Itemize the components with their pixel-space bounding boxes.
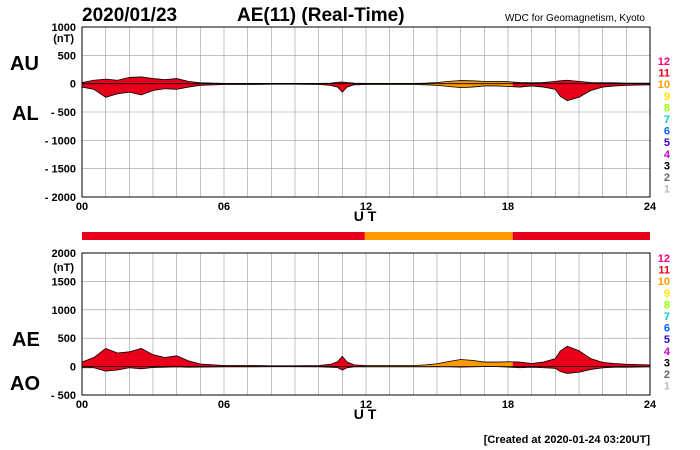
bottom-unit-label: (nT) [53,262,74,274]
x-tick-label: 24 [644,201,657,213]
x-tick-label: 18 [502,399,514,411]
legend-count-label: 7 [664,114,670,126]
x-tick-label: 18 [502,201,514,213]
legend-count-label: 3 [664,357,670,369]
al-label: AL [12,103,39,125]
area-segment [82,348,365,372]
au-label: AU [10,53,39,75]
coverage-segment [512,232,650,240]
y-tick-label: 0 [70,362,76,374]
legend-count-label: 5 [664,137,670,149]
al-series-line [81,83,651,102]
date-label: 2020/01/23 [82,5,177,26]
plot-frame [81,252,651,396]
ao-label: AO [10,373,40,395]
station-coverage-bar [82,232,650,240]
legend-count-label: 10 [658,276,670,288]
source-label: WDC for Geomagnetism, Kyoto [505,13,645,24]
legend-count-label: 8 [664,102,670,114]
x-tick-label: 06 [218,399,230,411]
legend-count-label: 5 [664,334,670,346]
top-unit-label: (nT) [53,33,74,45]
legend-count-label: 6 [664,126,670,138]
y-tick-label: 500 [58,50,76,62]
area-segment [364,359,513,368]
legend-count-label: 11 [658,265,670,277]
chart-title: AE(11) (Real-Time) [237,5,405,26]
bottom-x-axis-title: U T [354,406,377,422]
ae-label: AE [12,329,40,351]
ae-series-line [81,345,651,367]
legend-count-label: 11 [658,68,670,80]
legend-count-label: 7 [664,311,670,323]
legend-count-label: 4 [664,346,671,358]
y-tick-label: - 2000 [45,192,76,204]
legend-count-label: 1 [664,184,670,196]
y-tick-label: - 1000 [45,135,76,147]
y-tick-label: 0 [70,79,76,91]
legend-count-label: 3 [664,160,670,172]
y-tick-label: 1000 [52,305,76,317]
coverage-segment [82,232,365,240]
legend-count-label: 2 [664,172,670,184]
legend-count-label: 4 [664,149,671,161]
plot-frame [81,26,651,198]
y-tick-label: - 500 [51,107,76,119]
legend-count-label: 1 [664,381,670,393]
created-timestamp: [Created at 2020-01-24 03:20UT] [484,434,651,446]
y-tick-label: 1000 [52,22,76,34]
legend-count-label: 12 [658,253,670,265]
x-tick-label: 12 [360,201,372,213]
top-x-axis-title: U T [354,208,377,224]
legend-count-label: 6 [664,323,670,335]
x-tick-label: 24 [644,399,657,411]
y-tick-label: 500 [58,333,76,345]
y-tick-label: 1500 [52,276,76,288]
x-tick-label: 00 [76,399,88,411]
x-tick-label: 06 [218,201,230,213]
y-tick-label: - 500 [51,390,76,402]
legend-count-label: 8 [664,299,670,311]
coverage-segment [364,232,513,240]
legend-count-label: 12 [658,56,670,68]
y-tick-label: 2000 [52,248,76,260]
legend-count-label: 9 [664,91,670,103]
legend-count-label: 2 [664,369,670,381]
area-segment [512,80,650,101]
x-tick-label: 00 [76,201,88,213]
area-segment [82,76,365,98]
x-tick-label: 12 [360,399,372,411]
legend-count-label: 9 [664,288,670,300]
area-segment [364,80,513,88]
legend-count-label: 10 [658,79,670,91]
y-tick-label: - 1500 [45,164,76,176]
